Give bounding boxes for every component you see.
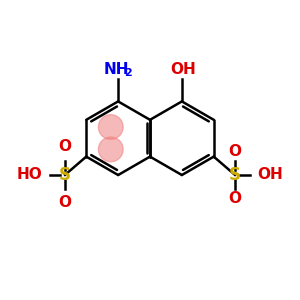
- Text: HO: HO: [16, 167, 42, 182]
- Circle shape: [98, 115, 123, 140]
- Text: OH: OH: [170, 62, 196, 77]
- Text: O: O: [228, 144, 242, 159]
- Text: O: O: [58, 139, 72, 154]
- Text: S: S: [59, 166, 71, 184]
- Text: NH: NH: [104, 62, 129, 77]
- Circle shape: [98, 137, 123, 162]
- Text: O: O: [58, 196, 72, 211]
- Text: O: O: [228, 191, 242, 206]
- Text: 2: 2: [124, 68, 131, 78]
- Text: S: S: [229, 166, 241, 184]
- Text: OH: OH: [258, 167, 284, 182]
